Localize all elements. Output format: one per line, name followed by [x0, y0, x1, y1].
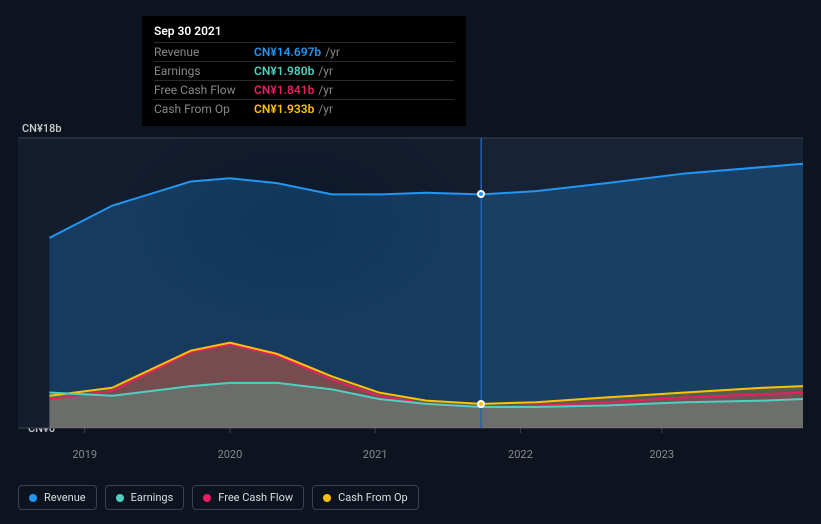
tooltip-row-unit: /yr — [318, 83, 333, 97]
tooltip-row-value: CN¥1.841b — [254, 83, 314, 97]
tooltip-row: EarningsCN¥1.980b/yr — [154, 61, 454, 80]
tooltip-row-unit: /yr — [318, 102, 333, 116]
x-axis-label: 2021 — [363, 448, 388, 461]
x-axis-label: 2023 — [649, 448, 674, 461]
x-axis-label: 2019 — [72, 448, 97, 461]
tooltip-row-label: Cash From Op — [154, 102, 254, 116]
tooltip-rows: RevenueCN¥14.697b/yrEarningsCN¥1.980b/yr… — [154, 42, 454, 118]
legend-label: Revenue — [44, 491, 86, 504]
legend-dot-icon — [323, 494, 331, 502]
chart-plot-area[interactable] — [18, 128, 803, 438]
legend-item[interactable]: Earnings — [105, 485, 185, 510]
legend-dot-icon — [29, 494, 37, 502]
chart-legend: Revenue Earnings Free Cash Flow Cash From O… — [18, 485, 419, 510]
tooltip-row-value: CN¥1.933b — [254, 102, 314, 116]
hover-dot — [477, 400, 485, 408]
hover-dot — [477, 190, 485, 198]
legend-dot-icon — [203, 494, 211, 502]
legend-dot-icon — [116, 494, 124, 502]
financial-chart: Sep 30 2021 RevenueCN¥14.697b/yrEarnings… — [0, 0, 821, 524]
legend-label: Cash From Op — [338, 491, 408, 504]
tooltip-row-unit: /yr — [318, 64, 333, 78]
legend-item[interactable]: Revenue — [18, 485, 97, 510]
tooltip-row: RevenueCN¥14.697b/yr — [154, 42, 454, 61]
legend-label: Free Cash Flow — [218, 491, 293, 504]
tooltip-row: Free Cash FlowCN¥1.841b/yr — [154, 80, 454, 99]
tooltip-row-value: CN¥14.697b — [254, 45, 321, 59]
tooltip-row: Cash From OpCN¥1.933b/yr — [154, 99, 454, 118]
tooltip-row-label: Earnings — [154, 64, 254, 78]
chart-tooltip: Sep 30 2021 RevenueCN¥14.697b/yrEarnings… — [142, 16, 466, 126]
legend-item[interactable]: Free Cash Flow — [192, 485, 304, 510]
tooltip-row-unit: /yr — [325, 45, 340, 59]
tooltip-row-value: CN¥1.980b — [254, 64, 314, 78]
legend-item[interactable]: Cash From Op — [312, 485, 419, 510]
x-axis-label: 2022 — [508, 448, 533, 461]
tooltip-row-label: Revenue — [154, 45, 254, 59]
tooltip-date: Sep 30 2021 — [154, 24, 454, 38]
chart-svg — [18, 128, 803, 438]
tooltip-row-label: Free Cash Flow — [154, 83, 254, 97]
legend-label: Earnings — [131, 491, 174, 504]
x-axis-label: 2020 — [218, 448, 243, 461]
